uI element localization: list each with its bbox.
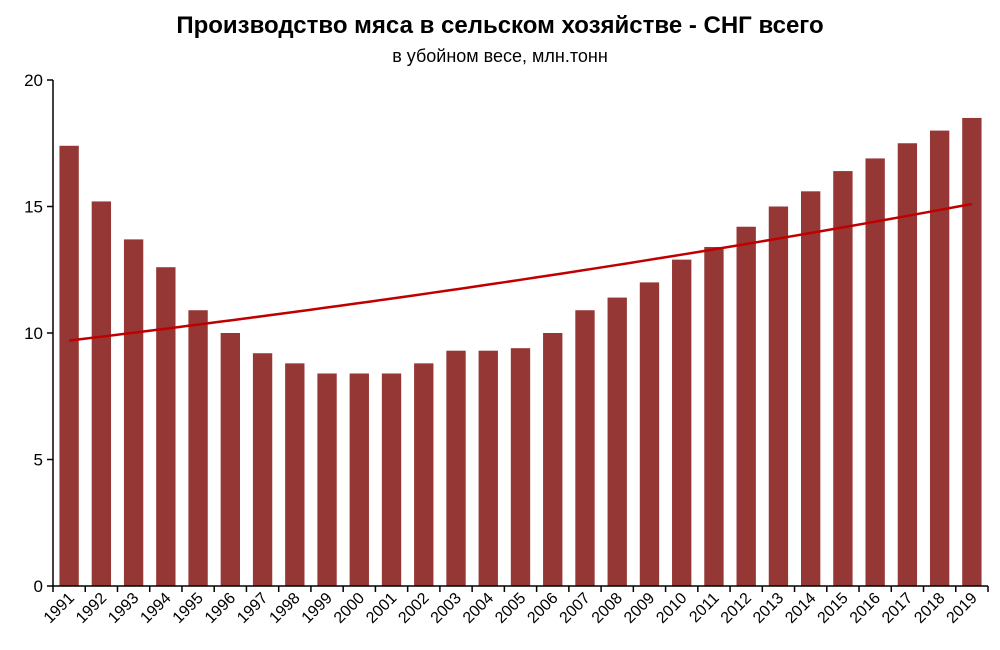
trend-layer xyxy=(68,202,973,342)
chart-title: Производство мяса в сельском хозяйстве -… xyxy=(176,12,824,39)
bar-2006 xyxy=(543,333,563,586)
trendline xyxy=(68,202,973,342)
bar-1993 xyxy=(123,239,144,586)
x-tick-label: 2006 xyxy=(524,590,561,627)
y-tick-label: 20 xyxy=(24,71,43,90)
x-tick-label: 2002 xyxy=(395,590,432,627)
bar-2011 xyxy=(704,246,724,587)
x-tick-label: 2007 xyxy=(557,590,594,627)
bar-1996 xyxy=(220,333,240,586)
bar-2017 xyxy=(897,143,918,586)
bar-2010 xyxy=(672,259,692,586)
bar-2015 xyxy=(833,171,853,586)
y-tick-label: 10 xyxy=(24,324,43,343)
bar-2002 xyxy=(414,363,434,586)
bar-2008 xyxy=(607,297,627,586)
bar-2012 xyxy=(736,226,756,587)
x-tick-label: 1995 xyxy=(170,590,207,627)
x-tick-label: 1997 xyxy=(234,590,271,627)
bar-1999 xyxy=(317,373,337,586)
bar-1994 xyxy=(156,267,176,586)
x-tick-label: 2018 xyxy=(911,590,948,627)
x-tick-label: 2008 xyxy=(589,590,626,627)
bar-2018 xyxy=(929,130,950,586)
x-tick-label: 2004 xyxy=(460,590,497,627)
bars-layer xyxy=(59,117,982,587)
x-tick-label: 1996 xyxy=(202,590,239,627)
bar-2005 xyxy=(510,348,531,586)
x-tick-label: 2003 xyxy=(428,590,465,627)
x-tick-label: 2016 xyxy=(847,590,884,627)
x-tick-label: 1991 xyxy=(41,590,78,627)
bar-1997 xyxy=(252,353,273,586)
bar-1995 xyxy=(188,310,208,586)
bar-2016 xyxy=(865,158,885,586)
x-tick-label: 2009 xyxy=(621,590,658,627)
x-tick-label: 1999 xyxy=(299,590,336,627)
x-tick-label: 2017 xyxy=(879,590,916,627)
x-tick-label: 2015 xyxy=(815,590,852,627)
x-tick-label: 2005 xyxy=(492,590,529,627)
x-tick-label: 2011 xyxy=(686,590,722,626)
x-tick-label: 1992 xyxy=(73,590,110,627)
bar-2001 xyxy=(381,373,402,586)
bar-2003 xyxy=(446,350,466,586)
bar-2007 xyxy=(575,310,595,586)
bar-2014 xyxy=(801,191,821,586)
y-tick-label: 0 xyxy=(34,577,43,596)
bar-2013 xyxy=(768,206,789,586)
x-tick-label: 1998 xyxy=(266,590,303,627)
bar-1992 xyxy=(91,201,112,586)
x-tick-label: 1993 xyxy=(105,590,142,627)
bar-2009 xyxy=(639,282,660,586)
y-tick-label: 15 xyxy=(24,198,43,217)
x-tick-label: 1994 xyxy=(137,590,174,627)
bar-1991 xyxy=(59,145,79,586)
bar-2019 xyxy=(962,117,982,586)
x-tick-label: 2012 xyxy=(718,590,755,627)
x-tick-label: 2000 xyxy=(331,590,368,627)
bar-1998 xyxy=(285,363,305,586)
x-tick-label: 2019 xyxy=(944,590,981,627)
bar-2000 xyxy=(349,373,369,586)
x-tick-label: 2001 xyxy=(363,590,400,627)
x-tick-label: 2010 xyxy=(653,590,690,627)
x-tick-label: 2014 xyxy=(782,590,819,627)
chart-subtitle: в убойном весе, млн.тонн xyxy=(392,46,608,66)
y-tick-label: 5 xyxy=(34,451,43,470)
x-tick-label: 2013 xyxy=(750,590,787,627)
bar-2004 xyxy=(478,350,498,586)
